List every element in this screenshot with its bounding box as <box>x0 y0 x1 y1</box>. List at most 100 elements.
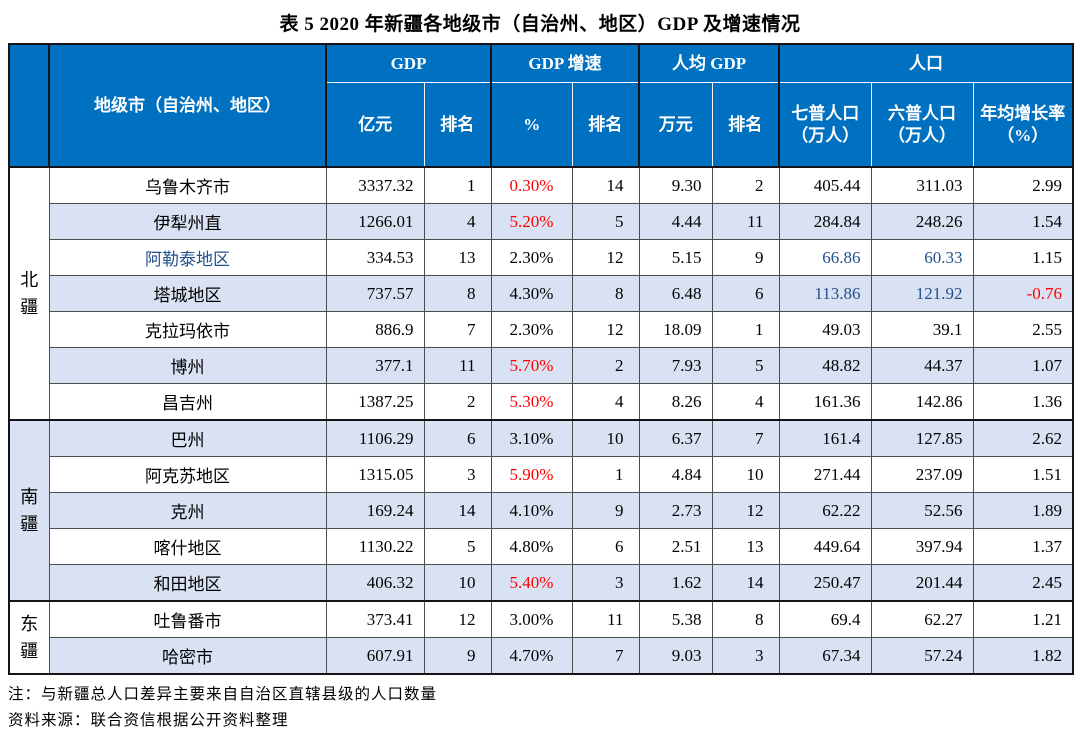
avg-growth-rate: 1.82 <box>972 637 1074 675</box>
table-row: 北疆 乌鲁木齐市 3337.32 1 0.30% 14 9.30 2 405.44 311.03 2… <box>8 166 1074 421</box>
table-row: 博州 377.1 11 5.70% 2 7.93 5 48.82 44.37 1.07 <box>9 347 1074 384</box>
city-name: 昌吉州 <box>48 383 327 421</box>
city-name: 乌鲁木齐市 <box>48 166 327 204</box>
table-row: 东疆 吐鲁番市 373.41 12 3.00% 11 5.38 8 69.4 62.27 1.21 <box>8 600 1074 675</box>
city-name: 阿勒泰地区 <box>48 239 327 276</box>
avg-growth-rate: -0.76 <box>972 275 1074 312</box>
gdp-rank: 1 <box>423 166 492 204</box>
census7-population: 250.47 <box>778 564 872 602</box>
census6-population: 142.86 <box>870 383 974 421</box>
census6-population: 57.24 <box>870 637 974 675</box>
census7-population: 284.84 <box>778 203 872 240</box>
per-capita-rank: 7 <box>711 419 780 457</box>
table-title: 表 5 2020 年新疆各地级市（自治州、地区）GDP 及增速情况 <box>279 14 801 35</box>
per-capita-gdp: 4.84 <box>638 456 713 493</box>
subheader-avg-growth: 年均增长率（%） <box>972 82 1074 168</box>
footnote-population: 注：与新疆总人口差异主要来自自治区直辖县级的人口数量 <box>8 686 438 703</box>
census6-population: 127.85 <box>870 419 974 457</box>
gdp-value: 3337.32 <box>325 166 425 204</box>
city-name: 和田地区 <box>48 564 327 602</box>
gdp-growth: 4.80% <box>490 528 573 565</box>
per-capita-rank: 14 <box>711 564 780 602</box>
subheader-pcgdp-unit: 万元 <box>638 82 713 168</box>
census6-population: 60.33 <box>870 239 974 276</box>
corner-cell <box>8 43 50 168</box>
table-row: 塔城地区 737.57 8 4.30% 8 6.48 6 113.86 121.92 -0.76 <box>9 275 1074 312</box>
gdp-value: 1315.05 <box>325 456 425 493</box>
growth-rank: 12 <box>571 239 640 276</box>
census6-population: 397.94 <box>870 528 974 565</box>
gdp-value: 1130.22 <box>325 528 425 565</box>
per-capita-gdp: 7.93 <box>638 347 713 384</box>
per-capita-rank: 13 <box>711 528 780 565</box>
growth-rank: 4 <box>571 383 640 421</box>
gdp-growth: 5.20% <box>490 203 573 240</box>
per-capita-gdp: 6.37 <box>638 419 713 457</box>
group-header-gdp: GDP <box>324 43 492 83</box>
avg-growth-rate: 1.54 <box>972 203 1074 240</box>
growth-rank: 8 <box>571 275 640 312</box>
census6-population: 44.37 <box>870 347 974 384</box>
table-row: 喀什地区 1130.22 5 4.80% 6 2.51 13 449.64 397.94 1.37 <box>9 528 1074 565</box>
gdp-growth: 3.00% <box>490 600 573 638</box>
table-header: 地级市（自治州、地区） GDP GDP 增速 人均 GDP 人口 亿元 排名 %… <box>8 43 1074 168</box>
per-capita-gdp: 6.48 <box>638 275 713 312</box>
city-name: 塔城地区 <box>48 275 327 312</box>
city-name: 喀什地区 <box>48 528 327 565</box>
census7-population: 48.82 <box>778 347 872 384</box>
avg-growth-rate: 1.36 <box>972 383 1074 421</box>
gdp-growth: 4.30% <box>490 275 573 312</box>
subheader-gdp-rank: 排名 <box>423 82 492 168</box>
avg-growth-rate: 1.15 <box>972 239 1074 276</box>
census6-population: 121.92 <box>870 275 974 312</box>
city-name: 克拉玛依市 <box>48 311 327 348</box>
city-name: 克州 <box>48 492 327 529</box>
gdp-growth: 2.30% <box>490 311 573 348</box>
per-capita-gdp: 9.03 <box>638 637 713 675</box>
per-capita-rank: 5 <box>711 347 780 384</box>
table-row: 阿克苏地区 1315.05 3 5.90% 1 4.84 10 271.44 237.09 1.5… <box>9 456 1074 493</box>
gdp-value: 1387.25 <box>325 383 425 421</box>
census7-population: 449.64 <box>778 528 872 565</box>
per-capita-gdp: 18.09 <box>638 311 713 348</box>
subheader-census6: 六普人口（万人） <box>870 82 974 168</box>
census7-population: 113.86 <box>778 275 872 312</box>
table-row: 南疆 巴州 1106.29 6 3.10% 10 6.37 7 161.4 127.85 2.62 <box>8 419 1074 602</box>
gdp-growth: 5.40% <box>490 564 573 602</box>
per-capita-rank: 11 <box>711 203 780 240</box>
avg-growth-rate: 1.21 <box>972 600 1074 638</box>
gdp-rank: 4 <box>423 203 492 240</box>
city-name: 巴州 <box>48 419 327 457</box>
gdp-rank: 13 <box>423 239 492 276</box>
table-row: 伊犁州直 1266.01 4 5.20% 5 4.44 11 284.84 248.26 1.54 <box>9 203 1074 240</box>
city-name: 哈密市 <box>48 637 327 675</box>
gdp-rank: 11 <box>423 347 492 384</box>
avg-growth-rate: 1.89 <box>972 492 1074 529</box>
group-header-gdp-growth: GDP 增速 <box>490 43 640 83</box>
gdp-growth: 5.70% <box>490 347 573 384</box>
per-capita-gdp: 5.15 <box>638 239 713 276</box>
growth-rank: 2 <box>571 347 640 384</box>
gdp-growth: 5.90% <box>490 456 573 493</box>
gdp-value: 373.41 <box>325 600 425 638</box>
gdp-growth: 3.10% <box>490 419 573 457</box>
census7-population: 62.22 <box>778 492 872 529</box>
gdp-growth: 4.10% <box>490 492 573 529</box>
gdp-rank: 10 <box>423 564 492 602</box>
per-capita-rank: 10 <box>711 456 780 493</box>
census7-population: 161.36 <box>778 383 872 421</box>
group-header-population: 人口 <box>778 43 1074 83</box>
avg-growth-rate: 1.07 <box>972 347 1074 384</box>
per-capita-gdp: 8.26 <box>638 383 713 421</box>
gdp-value: 1266.01 <box>325 203 425 240</box>
gdp-rank: 9 <box>423 637 492 675</box>
gdp-value: 1106.29 <box>325 419 425 457</box>
group-header-per-capita-gdp: 人均 GDP <box>638 43 780 83</box>
avg-growth-rate: 1.37 <box>972 528 1074 565</box>
region-label: 南疆 <box>8 419 50 602</box>
subheader-gdp-unit: 亿元 <box>325 82 425 168</box>
avg-growth-rate: 1.51 <box>972 456 1074 493</box>
census6-population: 52.56 <box>870 492 974 529</box>
avg-growth-rate: 2.55 <box>972 311 1074 348</box>
per-capita-rank: 4 <box>711 383 780 421</box>
